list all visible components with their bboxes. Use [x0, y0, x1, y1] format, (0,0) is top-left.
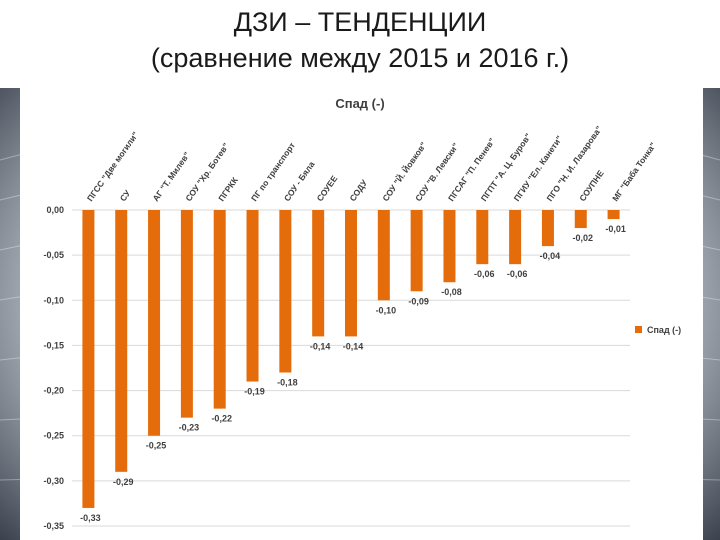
- bar: [476, 210, 489, 265]
- data-label: -0,08: [441, 287, 462, 297]
- category-label: СОДУ: [347, 177, 369, 203]
- bar: [509, 210, 522, 265]
- y-tick-label: 0,00: [46, 205, 64, 215]
- category-label: СОУПНЕ: [577, 168, 606, 203]
- bar: [279, 210, 292, 373]
- bar: [312, 210, 325, 337]
- data-label: -0,33: [80, 513, 101, 523]
- bar: [180, 210, 193, 418]
- category-label: МГ "Баба Тонка": [610, 141, 658, 204]
- slide-title: ДЗИ – ТЕНДЕНЦИИ (сравнение между 2015 и …: [0, 4, 720, 76]
- data-label: -0,23: [179, 423, 200, 433]
- data-label: -0,06: [474, 269, 495, 279]
- bar: [410, 210, 423, 292]
- data-label: -0,10: [376, 305, 397, 315]
- category-label: СУ: [118, 188, 133, 204]
- slide-title-line2: (сравнение между 2015 и 2016 г.): [150, 43, 570, 73]
- data-label: -0,02: [573, 233, 594, 243]
- legend-label: Спад (-): [647, 325, 681, 335]
- category-label: ПГСС "Две могили": [85, 130, 141, 203]
- bar: [345, 210, 357, 337]
- bar: [574, 210, 587, 229]
- bar: [213, 210, 226, 409]
- category-label: ПГРКК: [216, 175, 240, 203]
- y-tick-label: -0,35: [43, 521, 64, 531]
- slide-title-line1: ДЗИ – ТЕНДЕНЦИИ: [233, 7, 487, 37]
- bar-chart: Спад (-) 0,00 -0,05 -0,10 -0,15 -0,20 -0,25 -0…: [43, 96, 681, 531]
- data-label: -0,01: [605, 224, 626, 234]
- bar: [246, 210, 259, 382]
- y-tick-label: -0,20: [43, 386, 64, 396]
- bar: [443, 210, 456, 283]
- data-label: -0,14: [343, 341, 364, 351]
- y-tick-label: -0,10: [43, 295, 64, 305]
- bar: [541, 210, 554, 247]
- chart-legend: Спад (-): [635, 325, 681, 335]
- y-tick-label: -0,15: [43, 340, 64, 350]
- bar: [377, 210, 390, 301]
- legend-swatch: [635, 326, 642, 333]
- bar: [82, 210, 95, 508]
- data-label: -0,06: [507, 269, 528, 279]
- data-label: -0,14: [310, 341, 331, 351]
- data-label: -0,09: [408, 296, 429, 306]
- data-label: -0,04: [540, 251, 561, 261]
- chart-panel: Спад (-) 0,00 -0,05 -0,10 -0,15 -0,20 -0,25 -0…: [20, 88, 703, 540]
- category-label: СОУЕЕ: [315, 173, 340, 203]
- y-tick-label: -0,05: [43, 250, 64, 260]
- bar: [148, 210, 161, 436]
- bar: [607, 210, 620, 220]
- data-label: -0,29: [113, 477, 134, 487]
- category-label: СОУ - Бяла: [282, 159, 317, 203]
- data-label: -0,22: [211, 414, 232, 424]
- y-tick-label: -0,25: [43, 431, 64, 441]
- data-label: -0,19: [244, 387, 265, 397]
- data-label: -0,25: [146, 441, 167, 451]
- y-tick-label: -0,30: [43, 476, 64, 486]
- data-label: -0,18: [277, 378, 298, 388]
- category-label: ПГО "Н. И. Лазарова": [544, 124, 604, 203]
- chart-title: Спад (-): [335, 96, 384, 111]
- bar: [115, 210, 128, 472]
